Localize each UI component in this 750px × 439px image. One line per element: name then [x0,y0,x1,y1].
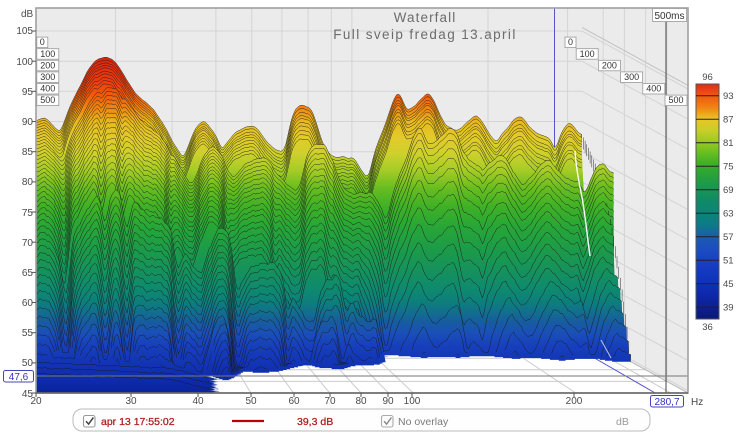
svg-text:105: 105 [16,26,33,37]
svg-text:dB: dB [21,9,34,20]
svg-text:100: 100 [404,396,421,407]
svg-text:300: 300 [40,72,55,82]
svg-text:100: 100 [16,57,33,68]
svg-text:0: 0 [568,37,573,47]
svg-text:500: 500 [40,95,55,105]
svg-text:60: 60 [288,396,300,407]
svg-text:200: 200 [566,396,583,407]
svg-text:96: 96 [702,72,713,83]
svg-text:280,7: 280,7 [654,397,679,408]
svg-text:30: 30 [125,396,137,407]
svg-text:90: 90 [22,117,34,128]
svg-text:20: 20 [30,396,42,407]
svg-text:85: 85 [22,147,34,158]
svg-text:400: 400 [40,84,55,94]
svg-text:45: 45 [22,389,34,400]
svg-text:39,3 dB: 39,3 dB [297,416,333,428]
svg-text:400: 400 [646,84,661,94]
svg-text:57: 57 [723,232,734,243]
svg-text:63: 63 [723,208,734,219]
svg-text:39: 39 [723,302,734,313]
svg-text:93: 93 [723,91,734,102]
svg-text:36: 36 [702,322,713,333]
svg-text:47,6: 47,6 [9,372,29,383]
svg-text:Full sveip fredag 13.april: Full sveip fredag 13.april [333,27,516,42]
svg-text:60: 60 [22,298,34,309]
svg-text:No overlay: No overlay [398,416,449,428]
svg-text:70: 70 [22,238,34,249]
svg-text:Waterfall: Waterfall [394,10,457,25]
svg-text:100: 100 [40,49,55,59]
svg-text:Hz: Hz [691,397,703,408]
svg-text:300: 300 [624,72,639,82]
svg-text:500ms: 500ms [654,11,684,22]
svg-text:100: 100 [580,49,595,59]
svg-text:45: 45 [723,279,734,290]
svg-text:500: 500 [668,95,683,105]
svg-text:80: 80 [355,396,367,407]
svg-text:40: 40 [192,396,204,407]
svg-text:90: 90 [382,396,394,407]
svg-text:87: 87 [723,115,734,126]
svg-text:81: 81 [723,138,734,149]
svg-text:80: 80 [22,177,34,188]
svg-text:95: 95 [22,87,34,98]
svg-text:70: 70 [324,396,336,407]
svg-text:69: 69 [723,185,734,196]
svg-text:200: 200 [40,60,55,70]
svg-text:50: 50 [22,358,34,369]
svg-text:200: 200 [602,60,617,70]
svg-text:75: 75 [22,208,34,219]
svg-text:65: 65 [22,268,34,279]
svg-text:dB: dB [616,416,629,428]
svg-text:0: 0 [40,37,45,47]
svg-text:50: 50 [245,396,257,407]
svg-text:apr 13 17:55:02: apr 13 17:55:02 [101,416,175,428]
svg-text:75: 75 [723,161,734,172]
svg-text:51: 51 [723,255,734,266]
svg-text:55: 55 [22,328,34,339]
